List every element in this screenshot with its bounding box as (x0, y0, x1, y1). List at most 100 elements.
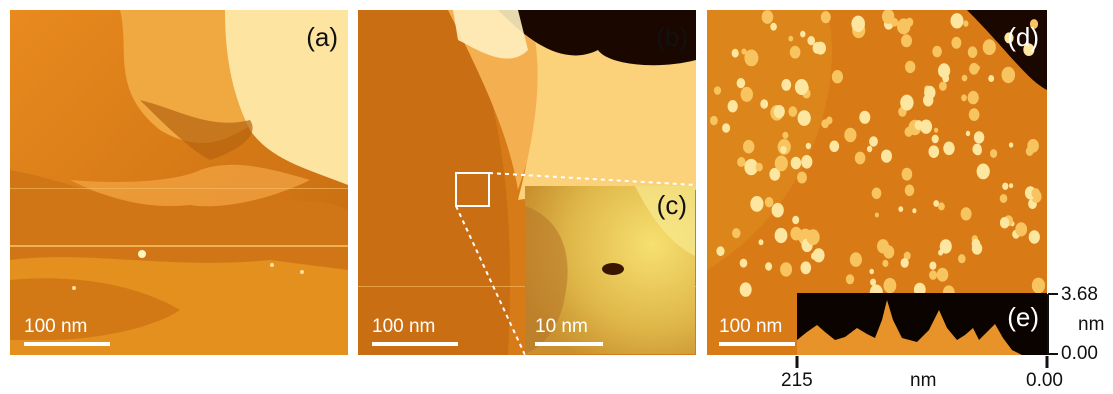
nanoparticle (773, 105, 785, 119)
nanoparticle (938, 202, 945, 211)
nanoparticle (765, 262, 773, 271)
scale-bar-b: 100 nm (372, 316, 462, 348)
nanoparticle (750, 196, 764, 212)
afm-image-a (10, 10, 348, 355)
nanoparticle (805, 142, 812, 150)
scale-bar-label-a: 100 nm (24, 316, 88, 337)
nanoparticle (737, 157, 746, 167)
profile-x-unit-label: nm (910, 370, 937, 391)
nanoparticle (845, 274, 855, 285)
nanoparticle (849, 252, 862, 267)
nanoparticle (741, 48, 747, 55)
nanoparticle (780, 262, 793, 277)
scale-bar-label-c: 10 nm (535, 316, 588, 337)
nanoparticle (942, 74, 950, 83)
nanoparticle (933, 200, 940, 207)
nanoparticle (882, 259, 889, 267)
nanoparticle (938, 63, 951, 79)
afm-image-c (525, 186, 695, 354)
nanoparticle (790, 226, 802, 241)
nanoparticle (958, 254, 966, 264)
scale-bar-line-d (719, 342, 795, 346)
nanoparticle (967, 90, 979, 105)
nanoparticle (903, 251, 911, 260)
nanoparticle (794, 79, 809, 95)
nanoparticle (792, 215, 800, 225)
nanoparticle (727, 100, 738, 113)
nanoparticle (951, 36, 962, 49)
nanoparticle (788, 35, 794, 42)
panel-label-c: (c) (656, 190, 687, 220)
nanoparticle (975, 65, 980, 71)
nanoparticle (788, 106, 798, 117)
nanoparticle (869, 136, 878, 147)
nanoparticle (800, 30, 806, 38)
nanoparticle (901, 167, 913, 181)
nanoparticle (904, 184, 915, 197)
nanoparticle (797, 110, 811, 126)
nanoparticle (770, 22, 777, 31)
nanoparticle (973, 145, 982, 156)
afm-panel-a: (a) 100 nm (10, 10, 348, 355)
nanoparticle (845, 133, 849, 138)
nanoparticle (877, 239, 889, 254)
nanoparticle (882, 10, 895, 24)
nanoparticle (716, 246, 725, 257)
nanoparticle (758, 239, 764, 246)
height-profile-inset (797, 293, 1047, 355)
nanoparticle (760, 99, 769, 109)
panel-label-b: (b) (656, 22, 688, 52)
scale-bar-line-a (24, 342, 110, 346)
nanoparticle (713, 86, 722, 95)
nanoparticle (999, 194, 1008, 203)
nanoparticle (782, 131, 789, 139)
zoom-line-bottom (455, 205, 526, 355)
nanoparticle (1031, 188, 1040, 199)
nanoparticle (961, 74, 968, 82)
nanoparticle (1023, 43, 1034, 56)
zoom-box (455, 172, 490, 207)
profile-y-min-label: 0.00 (1061, 343, 1098, 364)
nanoparticle (932, 45, 942, 58)
nanoparticle (743, 139, 755, 154)
nanoparticle (800, 261, 812, 275)
nanoparticle (928, 145, 940, 158)
nanoparticle (859, 110, 871, 124)
nanoparticle (812, 248, 825, 263)
nanoparticle (905, 60, 916, 74)
nanoparticle (710, 115, 718, 126)
nanoparticle (904, 126, 913, 137)
nanoparticle (755, 162, 763, 172)
nanoparticle (900, 94, 914, 111)
nanoparticle (831, 70, 843, 84)
nanoparticle (965, 130, 971, 137)
nanoparticle (901, 34, 912, 48)
nanoparticle (871, 187, 882, 200)
nanoparticle (960, 207, 972, 221)
nanoparticle (764, 197, 774, 208)
nanoparticle (790, 156, 802, 170)
nanoparticle-field (710, 10, 1045, 301)
nanoparticle (774, 227, 788, 244)
nanoparticle (732, 228, 741, 239)
nanoparticle (739, 258, 748, 268)
nanoparticle (999, 217, 1010, 229)
nanoparticle (943, 141, 955, 156)
profile-x-right-label: 0.00 (1026, 370, 1063, 391)
nanoparticle (929, 270, 938, 280)
nanoparticle (744, 158, 758, 176)
scale-bar-a: 100 nm (24, 316, 114, 348)
nanoparticle (982, 39, 996, 56)
nanoparticle (929, 261, 937, 270)
nanoparticle (990, 149, 998, 158)
nanoparticle (914, 120, 923, 131)
nanoparticle (866, 145, 873, 153)
nanoparticle (789, 45, 801, 59)
scale-bar-line-b (372, 342, 458, 346)
nanoparticle (920, 119, 933, 134)
nanoparticle (744, 49, 759, 67)
nanoparticle (851, 15, 865, 32)
nanoparticle (931, 134, 939, 144)
nanoparticle (869, 268, 874, 275)
panel-label-d: (d) (1007, 22, 1039, 52)
